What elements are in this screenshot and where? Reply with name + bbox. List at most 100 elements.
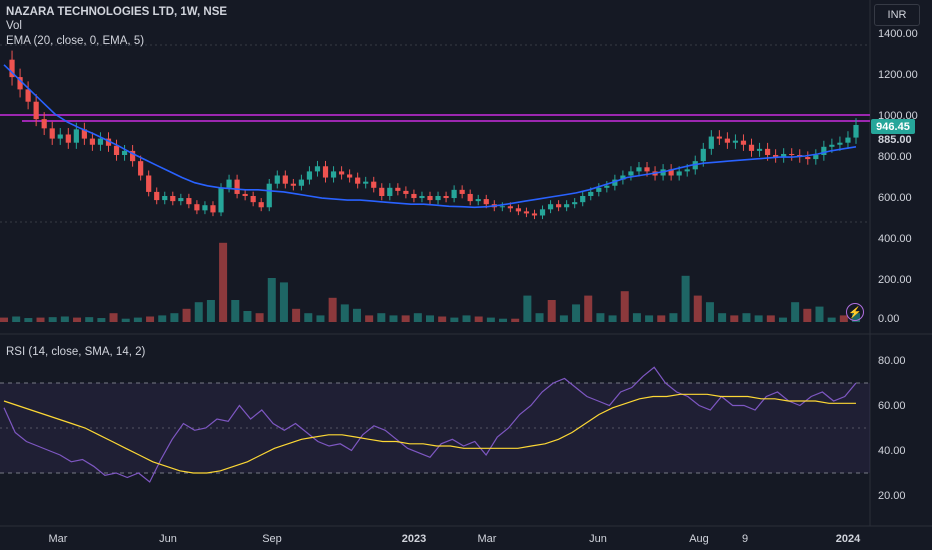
candle-body	[41, 119, 47, 129]
volume-bar	[486, 317, 495, 322]
candle-body	[154, 191, 160, 201]
time-axis[interactable]: Mar Jun Sep 2023 Mar Jun Aug 9 2024	[49, 533, 862, 545]
volume-bar	[474, 316, 483, 322]
candle-body	[242, 193, 248, 196]
candle-body	[387, 187, 393, 196]
candle-body	[290, 183, 296, 186]
volume-bar	[48, 317, 57, 322]
candle-body	[773, 155, 779, 158]
candle-body	[781, 153, 787, 158]
rsi-axis[interactable]: 80.00 60.00 40.00 20.00	[878, 355, 906, 502]
candle-body	[65, 134, 71, 143]
candle-body	[539, 209, 546, 216]
volume-bar	[499, 318, 508, 322]
candle-body	[821, 146, 827, 155]
volume-bar	[803, 308, 812, 322]
candle-body	[121, 150, 128, 155]
candle-body	[813, 155, 819, 160]
rsi-ma-line	[3, 393, 856, 474]
candle-body	[829, 144, 835, 147]
candle-body	[724, 138, 730, 143]
price-tick: 600.00	[878, 192, 912, 204]
candle-body	[57, 134, 63, 139]
rsi-line	[3, 366, 857, 483]
volume-bar	[182, 308, 191, 322]
candle-body	[531, 213, 538, 216]
volume-bar	[279, 282, 288, 322]
candle-body	[507, 206, 513, 209]
volume-bar	[523, 295, 532, 322]
candle-body	[170, 196, 176, 202]
rsi-tick: 20.00	[878, 490, 906, 502]
volume-bar	[438, 316, 447, 322]
lightning-icon[interactable]: ⚡	[846, 303, 864, 321]
candle-body	[748, 144, 755, 151]
candle-body	[732, 140, 739, 143]
candle-body	[789, 153, 795, 155]
price-tick: 800.00	[878, 151, 912, 163]
candle-body	[427, 196, 433, 201]
volume-bar	[267, 278, 276, 322]
volume-bar	[608, 315, 617, 322]
candle-body	[138, 161, 144, 176]
candle-body	[379, 187, 385, 196]
volume-bar	[535, 313, 544, 322]
volume-legend[interactable]: Vol	[6, 20, 22, 32]
volume-bar	[754, 315, 763, 322]
ema-line	[3, 64, 857, 209]
candle-body	[33, 101, 39, 120]
candle-body	[668, 169, 674, 176]
candle-body	[620, 175, 626, 180]
candle-body	[282, 175, 288, 184]
volume-bar	[584, 295, 593, 322]
volume-bar	[742, 313, 751, 322]
volume-bar	[645, 315, 654, 322]
candle-body	[226, 179, 232, 188]
candle-body	[756, 148, 763, 151]
volume-bar	[730, 315, 739, 322]
current-price-badge: 946.45	[871, 119, 915, 134]
candle-body	[130, 150, 136, 162]
candle-body	[636, 167, 642, 172]
volume-bar	[596, 313, 605, 322]
volume-bar	[547, 300, 556, 322]
candle-body	[764, 148, 771, 155]
volume-bar	[352, 308, 361, 322]
volume-bar	[340, 304, 349, 322]
candle-body	[17, 77, 23, 90]
rsi-legend[interactable]: RSI (14, close, SMA, 14, 2)	[6, 346, 146, 358]
ema-legend[interactable]: EMA (20, close, 0, EMA, 5)	[6, 35, 145, 47]
candle-body	[347, 174, 353, 178]
candle-body	[355, 177, 361, 184]
candle-body	[258, 202, 264, 208]
volume-bar	[766, 315, 775, 322]
volume-bar	[146, 316, 155, 322]
candle-body	[113, 145, 120, 155]
candle-body	[73, 129, 79, 143]
candle-body	[306, 171, 313, 180]
candle-body	[740, 140, 747, 145]
candle-body	[25, 89, 31, 102]
volume-bar	[73, 317, 82, 322]
candle-body	[604, 185, 610, 188]
time-tick: 9	[742, 533, 748, 545]
candle-body	[49, 128, 55, 139]
volume-bar	[170, 313, 179, 322]
volume-bar	[243, 311, 252, 322]
volume-bar	[0, 317, 8, 322]
candle-body	[837, 142, 843, 145]
rsi-tick: 40.00	[878, 445, 906, 457]
candle-body	[805, 157, 811, 160]
candle-body	[676, 171, 682, 176]
candle-body	[716, 136, 722, 139]
candle-body	[218, 187, 224, 213]
currency-button[interactable]: INR	[874, 4, 920, 26]
volume-bar	[316, 315, 325, 322]
volume-bar	[194, 302, 203, 322]
chart-title[interactable]: NAZARA TECHNOLOGIES LTD, 1W, NSE	[6, 6, 228, 18]
volume-bar	[206, 300, 215, 322]
volume-bar	[426, 315, 434, 322]
rsi-tick: 60.00	[878, 400, 906, 412]
candle-body	[363, 181, 369, 184]
